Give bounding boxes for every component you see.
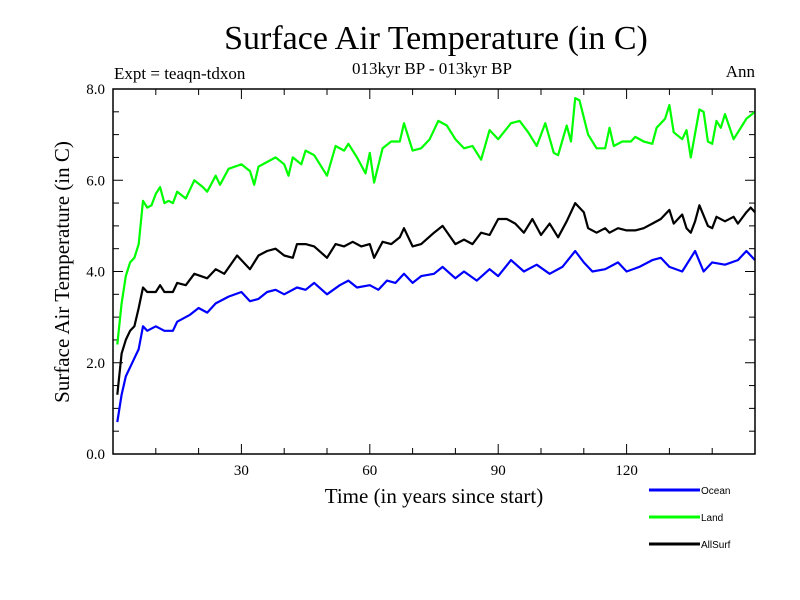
series-line-ocean (116, 249, 756, 423)
y-tick-label: 0.0 (86, 447, 105, 463)
y-axis-label: Surface Air Temperature (in C) (50, 141, 74, 403)
y-tick-label: 6.0 (86, 173, 105, 189)
chart-subtitle: 013kyr BP - 013kyr BP (352, 59, 512, 78)
experiment-label: Expt = teaqn-tdxon (114, 64, 246, 83)
y-tick-label: 4.0 (86, 265, 105, 281)
legend-label-land: Land (701, 513, 723, 524)
series-line-allsurf (116, 202, 756, 395)
plot-frame (112, 88, 756, 455)
y-tick-label: 8.0 (86, 82, 105, 98)
x-tick-label: 60 (362, 463, 377, 479)
season-label: Ann (726, 62, 756, 81)
x-tick-label: 30 (234, 463, 249, 479)
axis-ticks: 30 60 90 120 0.0 2.0 4.0 6.0 8.0 (86, 82, 755, 479)
x-tick-label: 90 (491, 463, 506, 479)
y-tick-label: 2.0 (86, 356, 105, 372)
x-tick-label: 120 (615, 463, 638, 479)
legend-label-ocean: Ocean (701, 486, 730, 497)
series-line-land (116, 96, 756, 345)
series-lines (116, 96, 756, 423)
legend-label-allsurf: AllSurf (701, 540, 731, 551)
legend: Ocean Land AllSurf (649, 486, 731, 551)
chart-title: Surface Air Temperature (in C) (224, 20, 648, 57)
x-axis-label: Time (in years since start) (325, 484, 544, 508)
